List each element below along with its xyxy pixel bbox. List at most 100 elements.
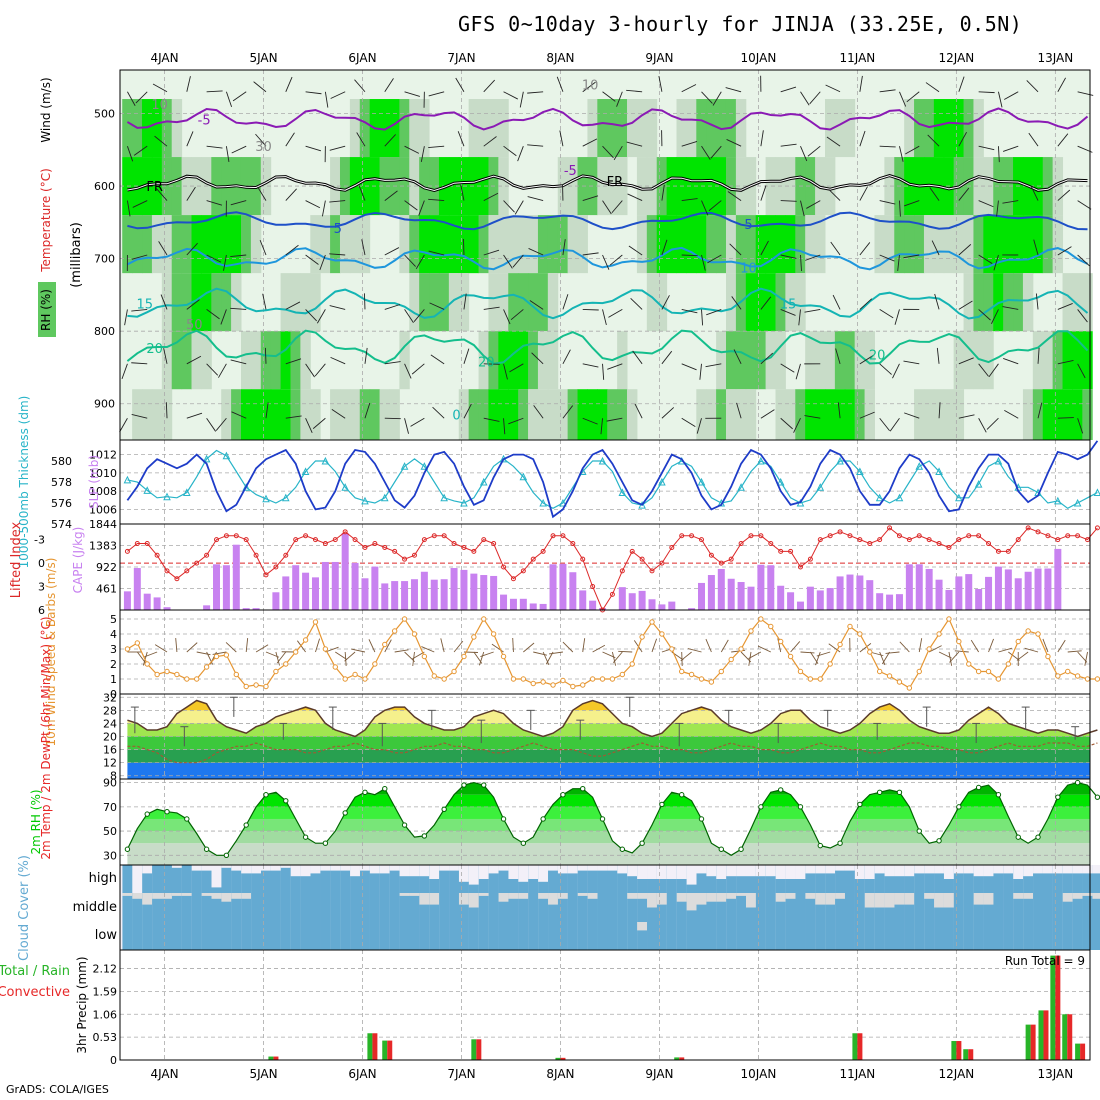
precip-bar-4 [555,1057,561,1060]
rh-cell [627,99,638,158]
wind-barb [661,295,670,310]
wind-barb [314,363,326,377]
li-point [738,541,744,547]
li-point [550,533,556,539]
wind-barb [331,409,346,419]
cloud-high-gap [359,865,370,871]
cloud-high [1003,865,1014,893]
rh-point [302,834,309,840]
wind10m-point [223,652,230,658]
thickness-point [361,496,369,505]
cape-bar [747,586,755,610]
wind-barb [428,250,445,256]
wind-barb [978,91,995,94]
wind10m-point [876,668,883,675]
rh-cell [488,99,499,158]
rh-cell [280,331,291,390]
li-point [431,533,437,539]
tick-cape-922: 922 [96,561,117,574]
wind10m-point [1065,668,1071,675]
cloud-high-gap [647,865,658,879]
rh-cell [142,215,153,274]
cloud-high-gap [231,865,242,871]
wind-barb [837,402,841,419]
wind10m-barb [225,642,237,653]
rh-cell [963,99,974,158]
cloud-middle [736,893,747,922]
rh-point [461,782,467,788]
wind10m-point [134,640,141,646]
rh-cell [815,215,826,274]
cape-bar [925,568,933,610]
li-point [402,556,408,562]
wind-barb [220,309,227,325]
wind-barb [701,91,713,104]
cape-bar [698,582,706,610]
rh-cell [191,331,202,390]
cloud-middle [270,893,281,922]
wind-barb [1004,91,1019,100]
rh-point [322,840,329,846]
rh-point [599,816,606,822]
rh-cell [240,331,252,390]
rh-cell [1082,273,1093,332]
wind-barb [804,308,821,313]
cloud-low [567,922,578,950]
rh-cell [785,273,796,332]
xtick-top-9JAN: 9JAN [645,51,673,65]
wind-barb [133,145,148,156]
cloud-middle [1003,893,1014,922]
wind-barb [428,198,445,202]
wind-barb [305,254,319,265]
wind-barb [1037,347,1040,364]
rh-cell [864,331,875,390]
thickness-point [737,483,745,491]
wind10m-point [1035,631,1041,637]
wind-barb [628,245,643,256]
wind10m-point [1084,676,1091,682]
wind10m-point [1045,653,1051,660]
cloud-high [280,865,291,893]
wind-barb [780,254,797,259]
li-point [441,533,447,539]
li-point [837,529,843,535]
li-point [570,541,576,547]
wind-barb [1057,77,1067,92]
wind-barb [533,405,544,419]
xtick-bottom-8JAN: 8JAN [546,1067,574,1081]
li-point [976,533,982,539]
cloud-high [320,865,331,893]
cloud-low [647,922,658,950]
wind-barb [316,309,326,324]
cloud-low [181,922,192,950]
contour-freezing-inner [127,175,1088,192]
wind-barb [804,415,821,419]
rh-cell [349,99,361,158]
cloud-low [1072,922,1083,950]
rh-cell [735,215,747,274]
rh-cell [231,389,242,440]
cloud-high [835,865,846,893]
wind10m-point [669,646,675,652]
cloud-middle [280,893,291,922]
cloud-high [181,865,192,893]
li-point [392,548,398,554]
rh-cell [914,99,925,158]
rh-cell [953,389,965,440]
wind10m-barb [1067,650,1082,653]
wind-barb [701,309,704,326]
cloud-high-gap [270,865,281,871]
rh-cell [636,215,648,274]
cloud-high [1072,865,1083,893]
wind-barb [285,358,302,365]
rh-point [164,809,170,815]
cloud-middle [429,893,440,922]
rh-cell [735,157,747,216]
wind10m-barb [315,638,321,653]
wind-barb [602,363,605,380]
rh-cell [953,99,965,158]
rh-cell [290,273,301,332]
wind-barb [978,200,994,208]
rh-point [362,789,368,796]
wind-barb [582,81,596,93]
